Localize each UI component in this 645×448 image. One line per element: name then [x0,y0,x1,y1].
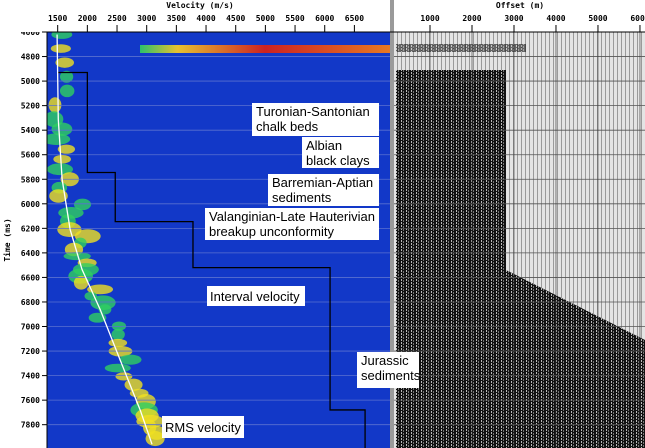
x-tick-label: 4500 [226,14,245,23]
y-tick-label: 6400 [21,249,40,258]
annotation-box [268,174,379,206]
x-tick-label: 2500 [107,14,126,23]
semblance-blob [145,431,165,447]
gather-event [396,44,526,52]
semblance-blob [87,284,114,295]
semblance-blob [73,198,92,211]
y-tick-label: 4600 [21,28,40,37]
x-tick-label: 2000 [462,14,481,23]
y-tick-label: 6000 [21,200,40,209]
semblance-blob [73,275,89,290]
series-label: Interval velocity [210,289,300,304]
x-tick-label: 1500 [48,14,67,23]
semblance-blob [111,321,127,331]
annotation-box [252,103,379,136]
semblance-blob [59,84,75,98]
x-tick-label: 6500 [345,14,364,23]
annotation-text: Barremian-Aptian [272,175,373,190]
y-tick-label: 5600 [21,151,40,160]
x-tick-label: 4000 [196,14,215,23]
semblance-blob [57,144,76,154]
x-tick-label: 1000 [420,14,439,23]
y-tick-label: 4800 [21,53,40,62]
annotation-box [205,208,379,240]
annotation-text: breakup unconformity [209,224,335,239]
x-axis-title: Velocity (m/s) [166,0,233,10]
semblance-event [140,45,390,53]
y-tick-label: 7600 [21,396,40,405]
x-tick-label: 5500 [285,14,304,23]
annotation-text: Albian [306,138,342,153]
semblance-blob [108,338,128,347]
y-tick-label: 7000 [21,323,40,332]
annotation-text: chalk beds [256,119,319,134]
x-tick-label: 5000 [256,14,275,23]
y-tick-label: 5800 [21,175,40,184]
y-tick-label: 6200 [21,224,40,233]
y-tick-label: 7200 [21,347,40,356]
y-axis-title: Time (ms) [2,218,12,261]
label-box [162,416,244,438]
x-tick-label: 5000 [588,14,607,23]
semblance-blob [60,70,74,83]
semblance-blob [104,363,131,373]
x-tick-label: 6000 [315,14,334,23]
semblance-blob [51,122,73,136]
x-tick-label: 3500 [167,14,186,23]
gather-traces [396,70,645,448]
annotation-text: Jurassic [361,353,409,368]
x-tick-label: 2000 [78,14,97,23]
semblance-blob [50,44,71,53]
panel-separator [390,0,394,448]
semblance-blob [55,57,75,68]
x-tick-label: 6000 [630,14,645,23]
annotation-text: Valanginian-Late Hauterivian [209,209,375,224]
semblance-blob [119,354,142,365]
annotation-text: sediments [272,190,332,205]
semblance-blob [53,154,71,164]
annotation-text: Turonian-Santonian [256,104,370,119]
y-axis: 4600 4800 5000 5200 5400 5600 5800 6000 6200 6400… [21,28,40,430]
semblance-blob [47,133,71,145]
semblance-blob [48,97,62,113]
annotation-box [302,137,379,168]
x-tick-label: 3000 [137,14,156,23]
semblance-blob [63,252,91,261]
series-line [56,34,153,445]
y-tick-label: 6800 [21,298,40,307]
y-tick-label: 5400 [21,126,40,135]
x-tick-label: 4000 [546,14,565,23]
y-tick-label: 6600 [21,273,40,282]
series-line [57,71,366,448]
y-tick-label: 5200 [21,102,40,111]
x-axis-title: Offset (m) [496,1,544,10]
y-tick-label: 7400 [21,372,40,381]
semblance-blob [47,163,74,176]
label-box [207,286,305,306]
gather-panel [394,32,645,448]
annotation-text: sediments [361,368,421,383]
semblance-blob [57,222,82,238]
series-label: RMS velocity [165,420,241,435]
x-tick-label: 3000 [504,14,523,23]
y-tick-label: 5000 [21,77,40,86]
semblance-blob [49,189,68,203]
annotation-text: black clays [306,153,370,168]
semblance-blob [111,328,125,341]
y-tick-label: 7800 [21,421,40,430]
annotation-box [357,352,419,388]
